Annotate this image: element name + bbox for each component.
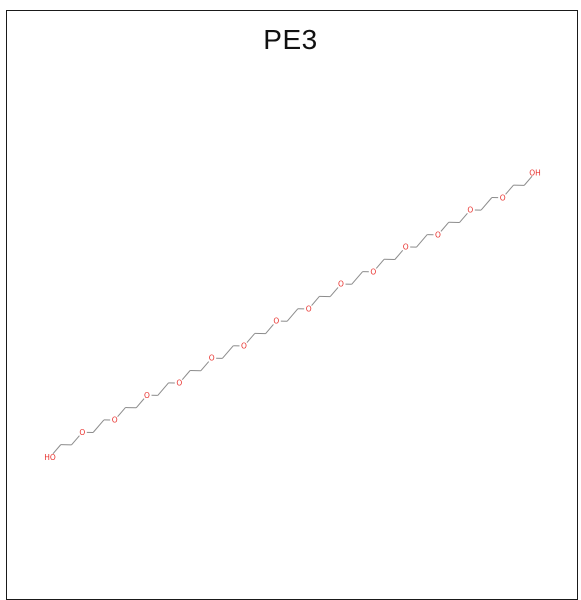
ether-oxygen-label: O xyxy=(144,391,150,400)
bond-line xyxy=(72,436,80,445)
bond-line xyxy=(93,420,104,433)
ether-oxygen-label: O xyxy=(176,379,182,388)
bond-line xyxy=(416,235,427,248)
bond-line xyxy=(376,259,384,268)
hydroxyl-label: HO xyxy=(44,453,56,462)
ether-oxygen-label: O xyxy=(338,280,344,289)
bond-line xyxy=(287,309,298,322)
bond-line xyxy=(136,399,144,408)
bond-line xyxy=(222,346,233,359)
ether-oxygen-label: O xyxy=(209,354,215,363)
hydroxyl-label: OH xyxy=(529,168,541,177)
ether-oxygen-label: O xyxy=(435,230,441,239)
bond-line xyxy=(247,333,255,342)
bond-layer xyxy=(53,176,532,454)
bond-line xyxy=(441,222,449,231)
bond-line xyxy=(201,362,209,371)
ether-oxygen-label: O xyxy=(403,243,409,252)
ether-oxygen-label: O xyxy=(500,193,506,202)
ether-oxygen-label: O xyxy=(306,305,312,314)
bond-line xyxy=(158,383,169,396)
bond-line xyxy=(330,287,338,296)
bond-line xyxy=(182,370,190,379)
bond-line xyxy=(460,213,468,222)
bond-line xyxy=(118,408,126,417)
bond-line xyxy=(266,324,274,333)
bond-line xyxy=(506,185,514,194)
bond-line xyxy=(524,176,532,185)
bond-line xyxy=(352,272,363,285)
ether-oxygen-label: O xyxy=(79,428,85,437)
bond-line xyxy=(481,198,492,211)
ether-oxygen-label: O xyxy=(241,342,247,351)
bond-line xyxy=(395,250,403,259)
bond-line xyxy=(312,296,320,305)
ether-oxygen-label: O xyxy=(370,267,376,276)
ether-oxygen-label: O xyxy=(273,317,279,326)
ether-oxygen-label: O xyxy=(112,416,118,425)
ether-oxygen-label: O xyxy=(467,205,473,214)
